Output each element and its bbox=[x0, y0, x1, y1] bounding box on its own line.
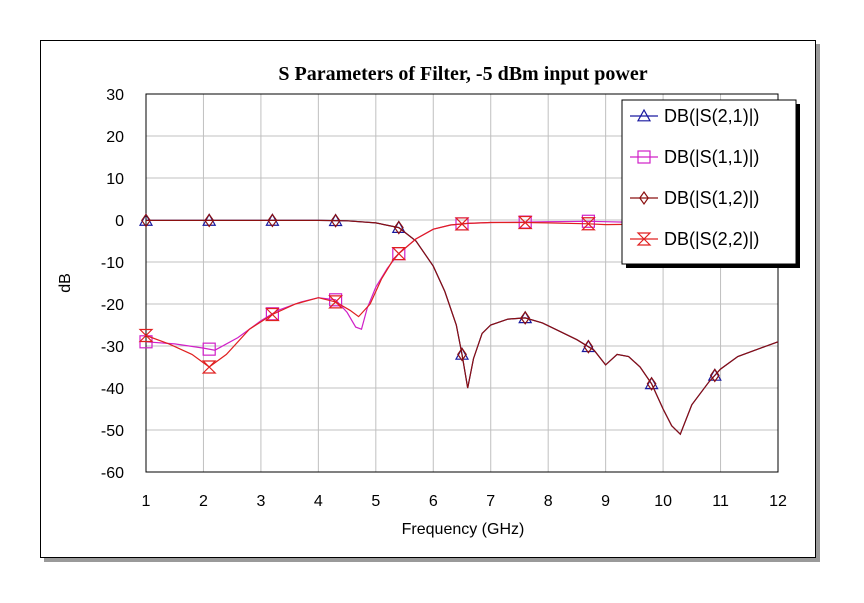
data-marker bbox=[520, 310, 531, 325]
series-4 bbox=[138, 215, 778, 374]
data-marker bbox=[391, 247, 407, 261]
x-tick-label: 8 bbox=[544, 493, 553, 510]
legend-item: DB(|S(2,2)|) bbox=[630, 229, 759, 249]
data-marker bbox=[636, 232, 652, 246]
y-tick-label: -60 bbox=[101, 465, 124, 482]
data-marker bbox=[201, 360, 217, 374]
legend-label: DB(|S(2,2)|) bbox=[664, 229, 759, 249]
plot-area bbox=[145, 93, 779, 473]
data-marker bbox=[580, 217, 596, 231]
y-tick-label: 20 bbox=[106, 129, 124, 146]
x-axis-ticks: 1 2 3 4 5 6 7 8 9 10 11 12 bbox=[142, 493, 787, 510]
y-tick-label: 30 bbox=[106, 87, 124, 104]
x-tick-label: 11 bbox=[712, 493, 729, 510]
data-marker bbox=[454, 217, 470, 231]
legend-label: DB(|S(1,2)|) bbox=[664, 188, 759, 208]
series-group bbox=[138, 213, 779, 436]
data-marker bbox=[265, 307, 279, 321]
x-tick-label: 4 bbox=[314, 493, 323, 510]
data-marker bbox=[517, 215, 533, 230]
data-marker bbox=[639, 190, 649, 206]
data-marker bbox=[267, 213, 278, 228]
legend-label: DB(|S(1,1)|) bbox=[664, 147, 759, 167]
chart-title: S Parameters of Filter, -5 dBm input pow… bbox=[278, 63, 647, 85]
x-tick-label: 1 bbox=[142, 493, 151, 510]
x-tick-label: 3 bbox=[256, 493, 265, 510]
data-marker bbox=[204, 213, 215, 228]
data-marker bbox=[454, 347, 470, 360]
data-marker bbox=[709, 368, 720, 383]
legend-item: DB(|S(1,1)|) bbox=[630, 147, 759, 167]
data-marker bbox=[141, 213, 151, 228]
y-tick-label: -50 bbox=[101, 423, 124, 440]
legend-label: DB(|S(2,1)|) bbox=[664, 106, 759, 126]
y-tick-label: 0 bbox=[115, 213, 124, 230]
data-marker bbox=[457, 347, 467, 362]
data-marker bbox=[328, 295, 344, 309]
data-marker bbox=[329, 293, 343, 307]
y-tick-label: -20 bbox=[101, 297, 124, 314]
x-tick-label: 7 bbox=[486, 493, 495, 510]
x-tick-label: 9 bbox=[601, 493, 610, 510]
y-axis-label: dB bbox=[57, 273, 74, 293]
data-marker bbox=[644, 376, 659, 390]
data-marker bbox=[138, 328, 154, 343]
x-tick-label: 5 bbox=[371, 493, 380, 510]
data-marker bbox=[518, 310, 533, 324]
y-tick-label: -40 bbox=[101, 381, 124, 398]
data-marker bbox=[707, 368, 722, 381]
legend-item: DB(|S(1,2)|) bbox=[630, 188, 759, 208]
data-marker bbox=[637, 150, 651, 164]
y-tick-label: 10 bbox=[106, 171, 124, 188]
y-tick-label: -10 bbox=[101, 255, 124, 272]
legend-item: DB(|S(2,1)|) bbox=[630, 106, 759, 126]
legend-box bbox=[621, 99, 797, 265]
x-tick-label: 12 bbox=[769, 493, 787, 510]
y-axis-ticks: 30 20 10 0 -10 -20 -30 -40 -50 -60 bbox=[101, 87, 124, 482]
data-marker bbox=[393, 220, 404, 235]
data-marker bbox=[636, 108, 652, 122]
x-axis-label: Frequency (GHz) bbox=[402, 521, 525, 538]
legend: DB(|S(2,1)|) DB(|S(1,1)|) DB(|S(1,2)|) DB(|… bbox=[621, 99, 800, 268]
x-tick-label: 2 bbox=[199, 493, 208, 510]
data-marker bbox=[330, 213, 341, 228]
y-tick-label: -30 bbox=[101, 339, 124, 356]
data-marker bbox=[646, 376, 657, 391]
data-marker bbox=[583, 339, 594, 354]
data-marker bbox=[202, 342, 216, 356]
data-marker bbox=[264, 307, 280, 322]
x-tick-label: 10 bbox=[654, 493, 672, 510]
series-3 bbox=[141, 213, 779, 436]
data-marker bbox=[581, 339, 596, 353]
x-tick-label: 6 bbox=[429, 493, 438, 510]
data-marker bbox=[581, 214, 596, 228]
